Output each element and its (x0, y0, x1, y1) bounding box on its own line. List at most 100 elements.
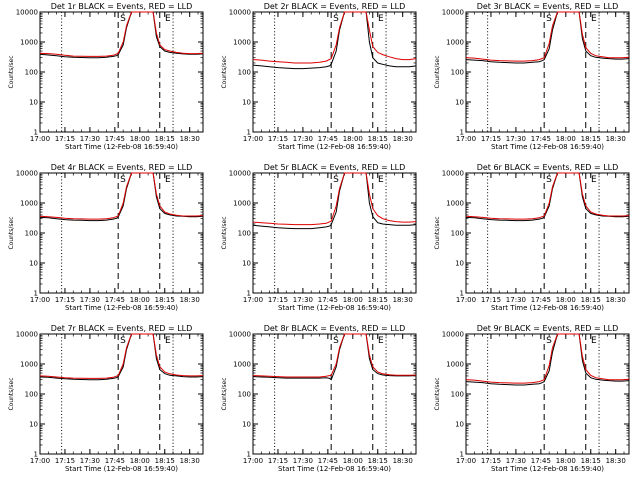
panel-det-5: Det 5r BLACK = Events, RED = LLD 1 10 100 10… (221, 163, 417, 312)
panel-title: Det 2r BLACK = Events, RED = LLD (264, 2, 406, 11)
end-marker: E (591, 14, 597, 24)
panel-title: Det 6r BLACK = Events, RED = LLD (477, 163, 619, 172)
axes-frame (39, 333, 204, 455)
series-lld-line (39, 333, 204, 379)
panel-title: Det 8r BLACK = Events, RED = LLD (264, 324, 406, 333)
panel-det-7: Det 7r BLACK = Events, RED = LLD 1 10 100 10… (8, 324, 204, 473)
y-tick-label: 10 (242, 421, 251, 429)
x-tick-label: 18:15 (155, 296, 175, 304)
y-tick-label: 10000 (16, 170, 38, 178)
axes-frame (252, 11, 417, 133)
start-marker: S (120, 175, 126, 185)
x-tick-label: 17:00 (30, 135, 50, 143)
y-tick-label: 100 (451, 391, 464, 399)
x-tick-label: 18:30 (393, 135, 413, 143)
x-tick-label: 17:00 (243, 135, 263, 143)
x-axis-label: Start Time (12-Feb-08 16:59:40) (491, 304, 604, 312)
panel-det-9: Det 9r BLACK = Events, RED = LLD 1 10 100 10… (434, 324, 630, 473)
x-tick-label: 17:45 (318, 135, 338, 143)
x-tick-label: 18:00 (343, 457, 363, 465)
axes-frame (465, 333, 630, 455)
y-axis-label: Counts/sec (8, 55, 15, 88)
panel-title: Det 9r BLACK = Events, RED = LLD (477, 324, 619, 333)
x-tick-label: 18:30 (606, 296, 626, 304)
x-tick-label: 18:15 (368, 296, 388, 304)
y-tick-label: 1000 (233, 200, 251, 208)
y-tick-label: 1 (247, 451, 251, 459)
series-lld-line (252, 172, 417, 226)
y-tick-label: 100 (238, 230, 251, 238)
y-tick-label: 1000 (233, 39, 251, 47)
y-tick-label: 1 (34, 290, 38, 298)
axes-frame (39, 172, 204, 294)
y-tick-label: 100 (238, 391, 251, 399)
series-lld-line (465, 11, 630, 62)
x-tick-label: 18:15 (581, 296, 601, 304)
panel-title: Det 3r BLACK = Events, RED = LLD (477, 2, 619, 11)
y-axis-label: Counts/sec (434, 55, 441, 88)
x-tick-label: 17:45 (531, 296, 551, 304)
panel-det-4: Det 4r BLACK = Events, RED = LLD 1 10 100 10… (8, 163, 204, 312)
x-tick-label: 17:45 (105, 457, 125, 465)
x-tick-label: 18:15 (368, 135, 388, 143)
y-tick-label: 10 (242, 260, 251, 268)
x-tick-label: 18:00 (343, 296, 363, 304)
y-axis-label: Counts/sec (8, 216, 15, 249)
x-tick-label: 18:15 (155, 457, 175, 465)
y-tick-label: 10000 (16, 331, 38, 339)
x-tick-label: 17:30 (293, 296, 313, 304)
x-tick-label: 17:30 (506, 135, 526, 143)
y-axis-label: Counts/sec (221, 377, 228, 410)
x-tick-label: 17:45 (531, 135, 551, 143)
x-tick-label: 17:00 (456, 296, 476, 304)
x-tick-label: 17:00 (243, 296, 263, 304)
x-axis-label: Start Time (12-Feb-08 16:59:40) (278, 304, 391, 312)
panel-det-6: Det 6r BLACK = Events, RED = LLD 1 10 100 10… (434, 163, 630, 312)
y-tick-label: 10 (29, 260, 38, 268)
end-marker: E (378, 14, 384, 24)
end-marker: E (378, 336, 384, 346)
series-events-line (465, 333, 630, 386)
y-tick-label: 100 (25, 69, 38, 77)
series-lld-line (465, 172, 630, 220)
axes-frame (465, 11, 630, 133)
x-tick-label: 18:00 (556, 296, 576, 304)
x-tick-label: 17:30 (506, 457, 526, 465)
series-lld-line (39, 11, 204, 57)
x-tick-label: 18:30 (606, 135, 626, 143)
x-tick-label: 17:45 (318, 296, 338, 304)
series-lld-line (252, 11, 417, 64)
y-tick-label: 10000 (229, 170, 251, 178)
y-axis-label: Counts/sec (221, 55, 228, 88)
x-tick-label: 18:30 (180, 457, 200, 465)
y-tick-label: 1000 (446, 39, 464, 47)
x-tick-label: 17:30 (80, 135, 100, 143)
y-tick-label: 10 (29, 99, 38, 107)
y-tick-label: 100 (451, 230, 464, 238)
x-tick-label: 17:15 (55, 135, 75, 143)
y-tick-label: 10000 (442, 170, 464, 178)
end-marker: E (591, 175, 597, 185)
x-tick-label: 17:00 (30, 296, 50, 304)
x-tick-label: 18:00 (130, 135, 150, 143)
start-marker: S (546, 175, 552, 185)
y-tick-label: 100 (451, 69, 464, 77)
start-marker: S (546, 336, 552, 346)
y-tick-label: 100 (25, 230, 38, 238)
axes-frame (465, 172, 630, 294)
start-marker: S (120, 14, 126, 24)
x-tick-label: 17:15 (268, 296, 288, 304)
y-tick-label: 1 (460, 129, 464, 137)
x-tick-label: 18:30 (180, 296, 200, 304)
start-marker: S (333, 175, 339, 185)
x-tick-label: 18:15 (155, 135, 175, 143)
x-tick-label: 18:00 (556, 135, 576, 143)
x-axis-label: Start Time (12-Feb-08 16:59:40) (65, 465, 178, 473)
x-axis-label: Start Time (12-Feb-08 16:59:40) (65, 143, 178, 151)
x-tick-label: 17:00 (456, 457, 476, 465)
x-tick-label: 17:45 (105, 296, 125, 304)
y-tick-label: 10000 (442, 9, 464, 17)
y-tick-label: 1000 (233, 361, 251, 369)
x-tick-label: 17:30 (80, 296, 100, 304)
